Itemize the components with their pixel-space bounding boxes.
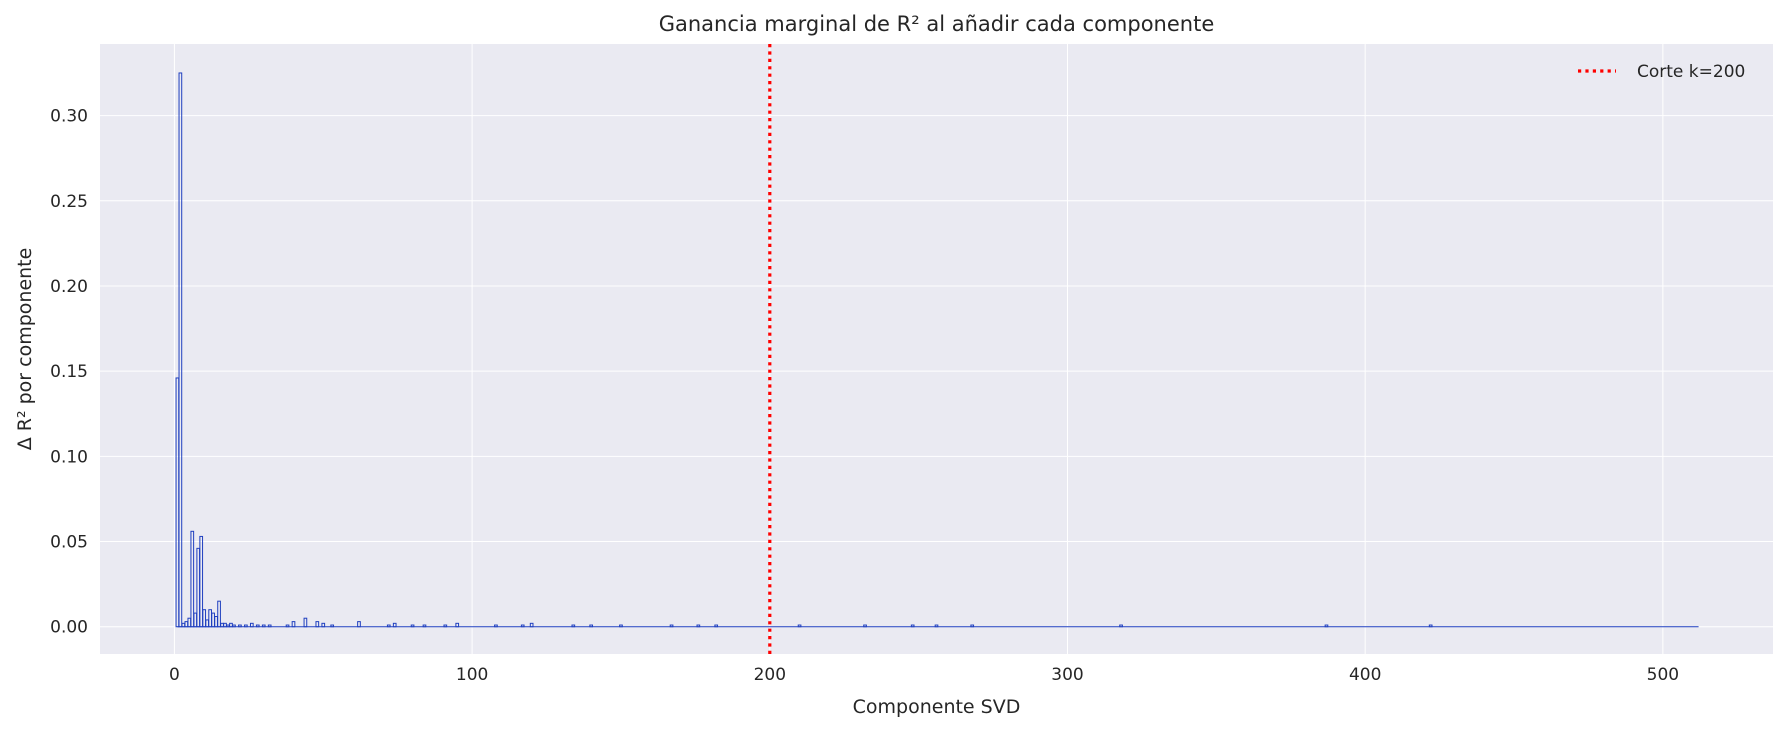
y-tick-label: 0.15 [50,362,88,382]
legend-label-cutoff: Corte k=200 [1637,62,1745,82]
x-tick-label: 300 [1051,665,1083,685]
plot-area [100,44,1773,654]
chart-title: Ganancia marginal de R² al añadir cada c… [659,12,1215,36]
y-axis-label: Δ R² por componente [14,248,36,451]
x-axis-ticks: 0 100 200 300 400 500 [169,665,1679,685]
x-tick-label: 0 [169,665,180,685]
y-tick-label: 0.20 [50,277,88,297]
y-axis-ticks: 0.00 0.05 0.10 0.15 0.20 0.25 0.30 [50,107,88,638]
x-tick-label: 200 [754,665,786,685]
legend: Corte k=200 [1578,62,1745,82]
x-tick-label: 100 [456,665,488,685]
y-tick-label: 0.05 [50,533,88,553]
x-tick-label: 400 [1349,665,1381,685]
y-tick-label: 0.10 [50,447,88,467]
x-tick-label: 500 [1647,665,1679,685]
y-tick-label: 0.00 [50,618,88,638]
y-tick-label: 0.30 [50,107,88,127]
x-axis-label: Componente SVD [853,696,1021,718]
y-tick-label: 0.25 [50,192,88,212]
